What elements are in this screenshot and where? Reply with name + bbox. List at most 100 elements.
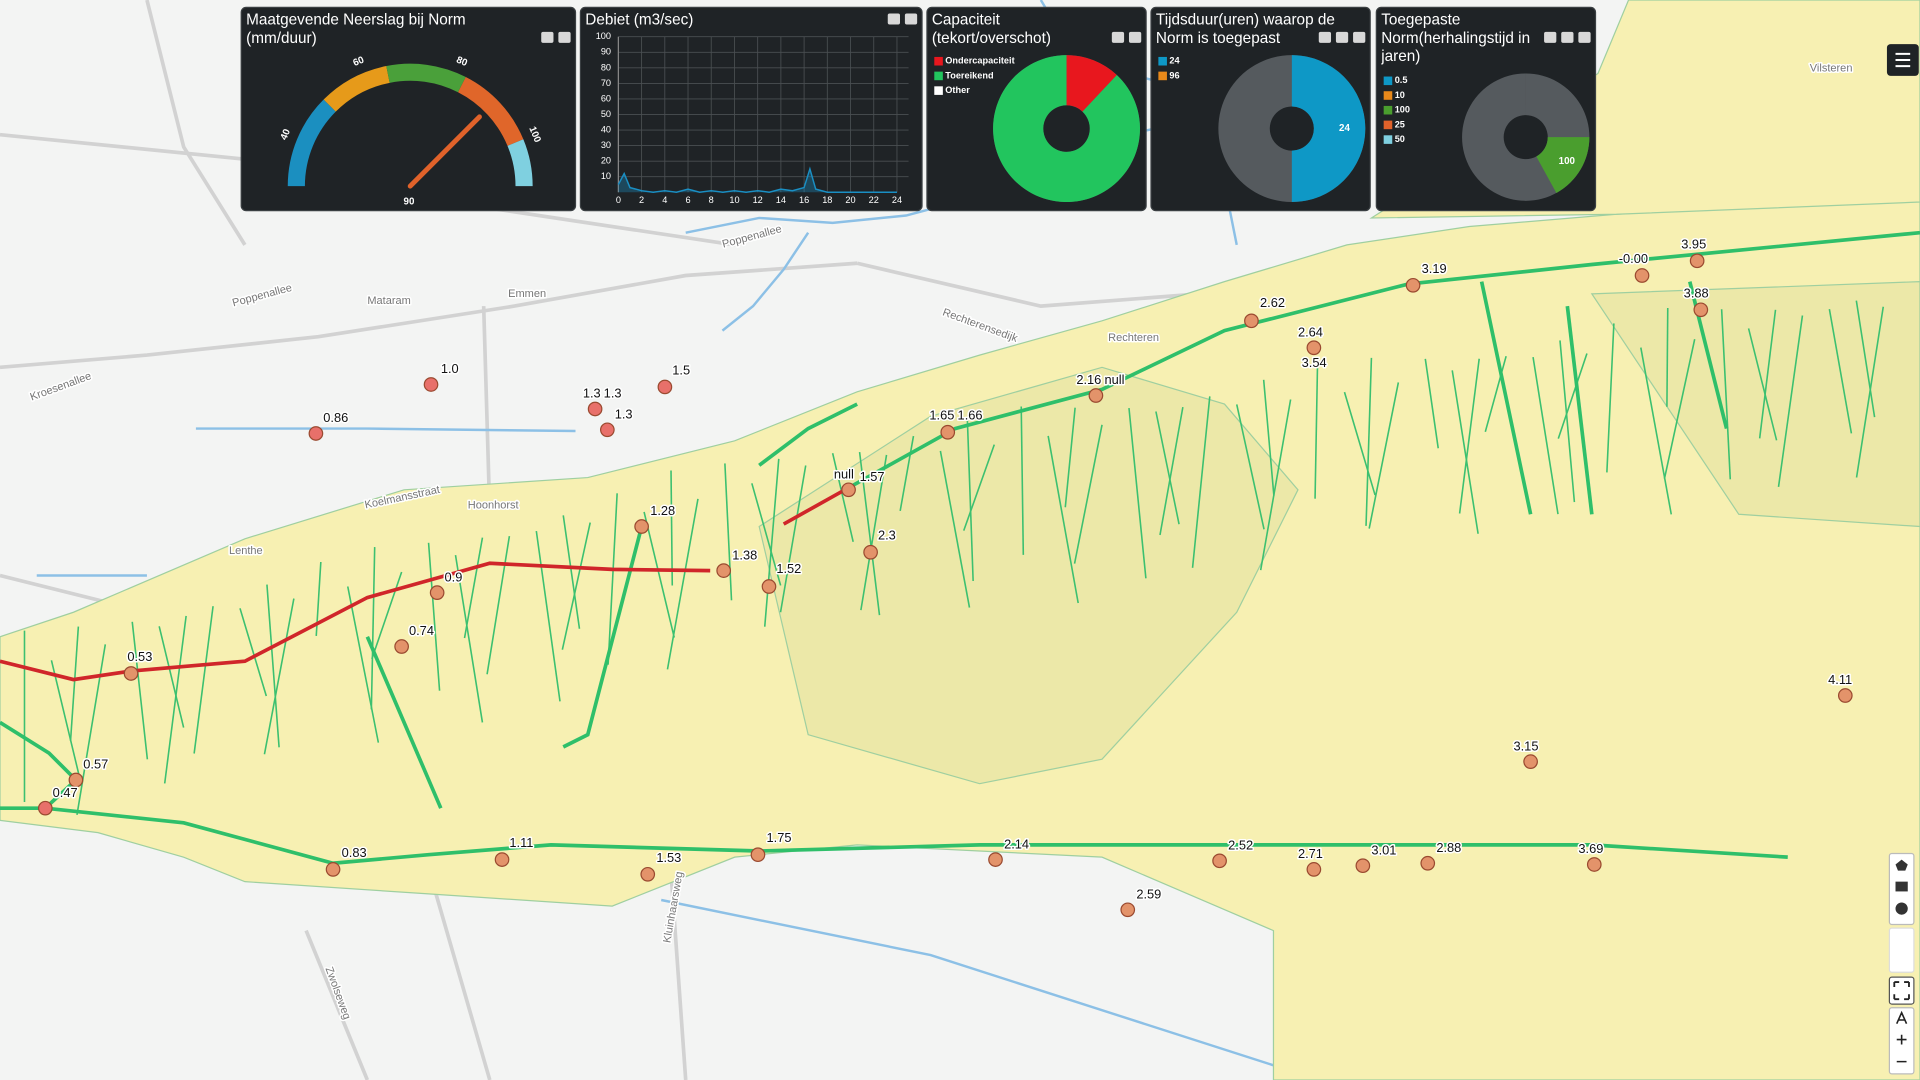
watercourse [365,636,443,809]
node-marker[interactable] [634,519,649,534]
legend-swatch[interactable] [1383,135,1393,144]
minimize-button[interactable] [541,31,554,43]
legend-label[interactable]: 100 [1395,105,1410,115]
legend-label[interactable]: 0.5 [1395,75,1408,85]
ditch [1365,357,1373,526]
pie-slice[interactable] [1536,137,1590,193]
ditch [1855,306,1885,478]
legend-swatch[interactable] [934,56,943,66]
node-marker[interactable] [123,666,139,681]
node-marker[interactable] [988,852,1003,867]
x-tick-label: 12 [753,195,763,205]
node-marker[interactable] [423,377,439,392]
node-marker[interactable] [37,800,53,816]
minimize-button[interactable] [1318,31,1332,43]
ditch [724,463,733,601]
legend-swatch[interactable] [1158,56,1167,66]
ditch [1640,347,1673,515]
legend-swatch[interactable] [1383,76,1393,86]
panel-title: Maatgevende Neerslag bij Norm (mm/duur) [246,11,466,47]
node-marker[interactable] [750,847,766,863]
rect-tool[interactable] [1895,881,1908,892]
legend-label[interactable]: 50 [1395,134,1405,144]
node-marker[interactable] [429,585,445,600]
legend-swatch[interactable] [1383,105,1393,115]
node-marker[interactable] [1586,857,1602,872]
panel-title: Toegepaste Norm(herhalingstijd in jaren) [1381,11,1531,65]
node-label: 1.53 [656,850,681,865]
node-marker[interactable] [1306,340,1322,356]
gauge-tick-label: 80 [455,55,470,70]
node-marker[interactable] [1523,754,1538,769]
legend-label[interactable]: 24 [1169,56,1180,66]
node-marker[interactable] [640,866,656,882]
close-button[interactable] [1578,31,1591,43]
node-marker[interactable] [308,426,324,441]
node-label: 4.11 [1828,672,1852,687]
legend-label[interactable]: Ondercapaciteit [945,56,1014,66]
legend-label[interactable]: 25 [1395,119,1405,129]
node-marker[interactable] [1693,302,1709,318]
minimize-button[interactable] [1544,31,1557,43]
node-marker[interactable] [1088,388,1104,403]
node-marker[interactable] [1355,858,1371,874]
pie-slice[interactable] [1066,55,1117,112]
node-marker[interactable] [1405,277,1421,293]
minimize-button[interactable] [1561,31,1574,43]
node-marker[interactable] [940,424,956,440]
close-button[interactable] [904,13,918,25]
close-button[interactable] [1128,31,1142,43]
pie-slice[interactable] [993,55,1141,203]
node-marker[interactable] [325,862,341,877]
ditch [1262,379,1275,496]
circle-tool[interactable] [1895,902,1908,915]
panel-title: Capaciteit (tekort/overschot) [931,11,1051,47]
close-button[interactable] [1353,31,1366,43]
node-marker[interactable] [1120,902,1136,918]
node-marker[interactable] [600,422,615,438]
legend-label[interactable]: 10 [1395,90,1405,100]
node-marker[interactable] [841,482,856,498]
ditch [751,483,782,586]
node-marker[interactable] [716,563,732,578]
pie-slice[interactable] [1291,55,1366,203]
node-marker[interactable] [761,579,777,594]
node-marker[interactable] [494,852,510,867]
legend-label[interactable]: 96 [1169,70,1179,80]
polygon-tool[interactable] [1895,859,1908,871]
node-marker[interactable] [1306,862,1322,877]
ditch [1606,323,1615,473]
ditch [561,522,591,650]
ditch [670,470,674,586]
fullscreen-button[interactable] [1888,976,1915,1005]
node-marker[interactable] [1837,688,1853,703]
legend-label[interactable]: Other [945,85,970,95]
node-marker[interactable] [1212,853,1227,869]
panel-background [240,6,577,212]
overloaded-watercourse [782,488,846,526]
node-marker[interactable] [863,544,878,560]
node-marker[interactable] [1420,855,1436,871]
ditch [1368,382,1400,529]
legend-label[interactable]: Toereikend [945,70,993,80]
legend-swatch[interactable] [934,71,943,81]
minimize-button[interactable] [1335,31,1349,43]
node-marker[interactable] [68,772,84,788]
legend-swatch[interactable] [1158,71,1167,81]
legend-swatch[interactable] [934,86,943,95]
node-marker[interactable] [1689,253,1705,269]
minimize-button[interactable] [887,13,900,25]
node-marker[interactable] [587,401,603,417]
gauge-needle [407,114,482,189]
legend-swatch[interactable] [1383,91,1393,100]
minimize-button[interactable] [1111,31,1125,43]
node-marker[interactable] [1634,268,1650,283]
ditch [163,615,187,784]
node-marker[interactable] [394,639,409,654]
gauge-band [457,77,524,147]
edit-tools[interactable] [1888,927,1915,973]
node-marker[interactable] [1244,313,1259,329]
close-button[interactable] [558,31,571,43]
legend-swatch[interactable] [1383,120,1393,130]
node-marker[interactable] [657,379,673,395]
